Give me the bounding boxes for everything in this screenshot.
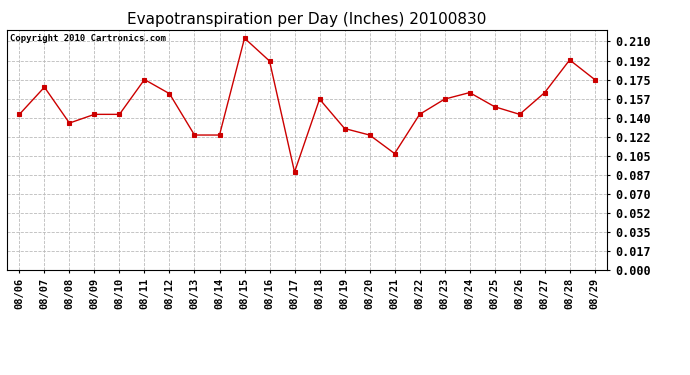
Text: Copyright 2010 Cartronics.com: Copyright 2010 Cartronics.com — [10, 34, 166, 43]
Title: Evapotranspiration per Day (Inches) 20100830: Evapotranspiration per Day (Inches) 2010… — [128, 12, 486, 27]
